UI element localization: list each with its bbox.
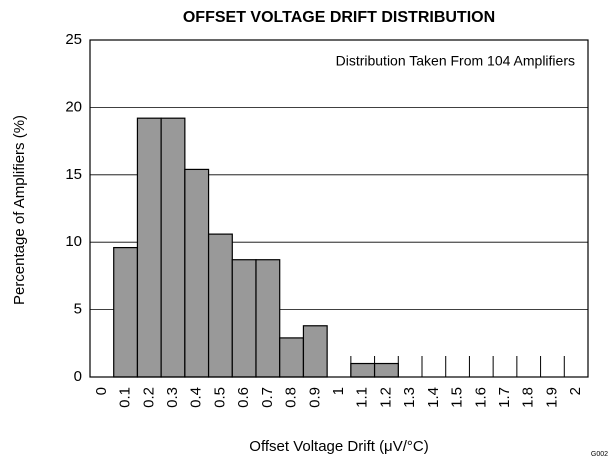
bar: [207, 233, 233, 378]
x-tick-label: 1.9: [543, 387, 560, 408]
y-axis-label: Percentage of Amplifiers (%): [11, 115, 28, 305]
x-tick-label: 1.8: [520, 387, 537, 408]
x-tick-label: 0.6: [235, 387, 252, 408]
x-tick-label: 0.1: [117, 387, 134, 408]
bar: [231, 259, 257, 378]
x-tick-label: 0.3: [164, 387, 181, 408]
x-tick-label: 1.6: [472, 387, 489, 408]
annotation: Distribution Taken From 104 Amplifiers: [336, 53, 575, 69]
x-tick-label: 1.7: [496, 387, 513, 408]
x-tick-label: 0.5: [211, 387, 228, 408]
y-tick-label: 20: [65, 98, 82, 115]
bar: [136, 117, 162, 378]
y-tick-label: 10: [65, 233, 82, 250]
figure-note: G002: [591, 451, 608, 458]
x-tick-label: 0: [93, 387, 110, 395]
bar: [373, 362, 399, 378]
y-tick-label: 25: [65, 31, 82, 48]
bar: [350, 362, 376, 378]
bar: [160, 117, 186, 378]
y-tick-label: 15: [65, 166, 82, 183]
x-tick-label: 1.1: [354, 387, 371, 408]
x-tick-label: 0.8: [283, 387, 300, 408]
x-tick-label: 0.7: [259, 387, 276, 408]
x-tick-label: 0.4: [188, 387, 205, 408]
y-tick-label: 0: [74, 368, 82, 385]
chart-title: OFFSET VOLTAGE DRIFT DISTRIBUTION: [183, 9, 495, 26]
x-tick-label: 1.5: [449, 387, 466, 408]
plot-frame: [89, 39, 589, 378]
bar: [184, 168, 210, 378]
bar: [302, 325, 328, 378]
bar: [279, 337, 305, 378]
y-tick-label: 5: [74, 301, 82, 318]
x-tick-label: 1: [330, 387, 347, 395]
x-tick-label: 1.2: [377, 387, 394, 408]
x-tick-label: 1.4: [425, 387, 442, 408]
x-tick-label: 2: [567, 387, 584, 395]
x-tick-label: 0.9: [306, 387, 323, 408]
x-tick-label: 0.2: [140, 387, 157, 408]
bar: [113, 246, 139, 378]
x-tick-label: 1.3: [401, 387, 418, 408]
bar: [255, 259, 281, 378]
x-axis-label: Offset Voltage Drift (μV/°C): [249, 438, 428, 455]
